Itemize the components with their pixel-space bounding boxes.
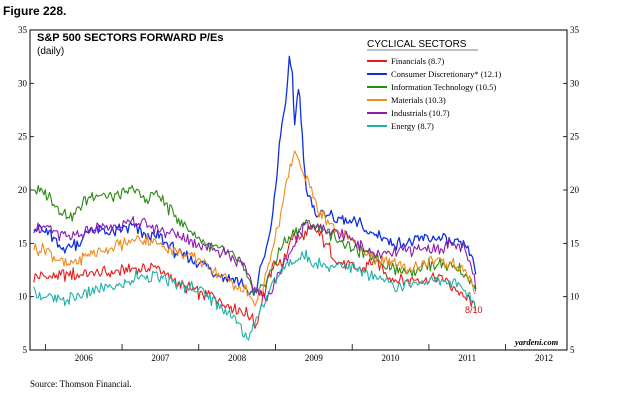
series-line [33, 55, 477, 296]
legend: CYCLICAL SECTORS Financials (8.7) Consume… [367, 39, 501, 131]
watermark: yardeni.com [514, 337, 559, 347]
y-tick-label-left: 25 [18, 132, 28, 142]
series-line [33, 216, 477, 302]
legend-label: Information Technology (10.5) [391, 82, 496, 92]
y-tick-label-left: 35 [18, 25, 28, 35]
latest-date-annotation: 8/10 [465, 305, 483, 315]
series-line [33, 249, 477, 341]
y-tick-label-right: 30 [570, 78, 580, 88]
chart-subtitle: (daily) [37, 46, 64, 57]
y-tick-label-right: 15 [570, 238, 580, 248]
legend-label: Industrials (10.7) [391, 108, 450, 118]
x-tick-label: 2008 [228, 353, 247, 363]
legend-label: Consumer Discretionary* (12.1) [391, 69, 501, 79]
series-line [33, 150, 476, 307]
chart-title: S&P 500 SECTORS FORWARD P/Es [37, 32, 223, 44]
x-tick-label: 2011 [458, 353, 476, 363]
y-tick-label-left: 5 [23, 345, 28, 355]
figure-label: Figure 228. [3, 4, 67, 18]
y-tick-label-left: 15 [18, 238, 28, 248]
legend-label: Financials (8.7) [391, 56, 445, 66]
legend-label: Energy (8.7) [391, 121, 434, 131]
legend-title: CYCLICAL SECTORS [367, 39, 467, 50]
series-line [33, 224, 477, 329]
x-tick-label: 2012 [535, 353, 553, 363]
legend-label: Materials (10.3) [391, 95, 446, 105]
y-tick-label-right: 10 [570, 292, 580, 302]
x-tick-label: 2006 [75, 353, 94, 363]
y-tick-label-left: 10 [18, 292, 28, 302]
x-tick-label: 2009 [305, 353, 324, 363]
x-tick-label: 2010 [382, 353, 401, 363]
y-tick-label-right: 20 [570, 185, 580, 195]
y-tick-label-right: 35 [570, 25, 580, 35]
y-tick-label-right: 5 [570, 345, 575, 355]
source-note: Source: Thomson Financial. [30, 379, 132, 389]
y-tick-label-left: 30 [18, 78, 28, 88]
y-tick-label-right: 25 [570, 132, 580, 142]
x-tick-label: 2007 [151, 353, 170, 363]
y-tick-label-left: 20 [18, 185, 28, 195]
